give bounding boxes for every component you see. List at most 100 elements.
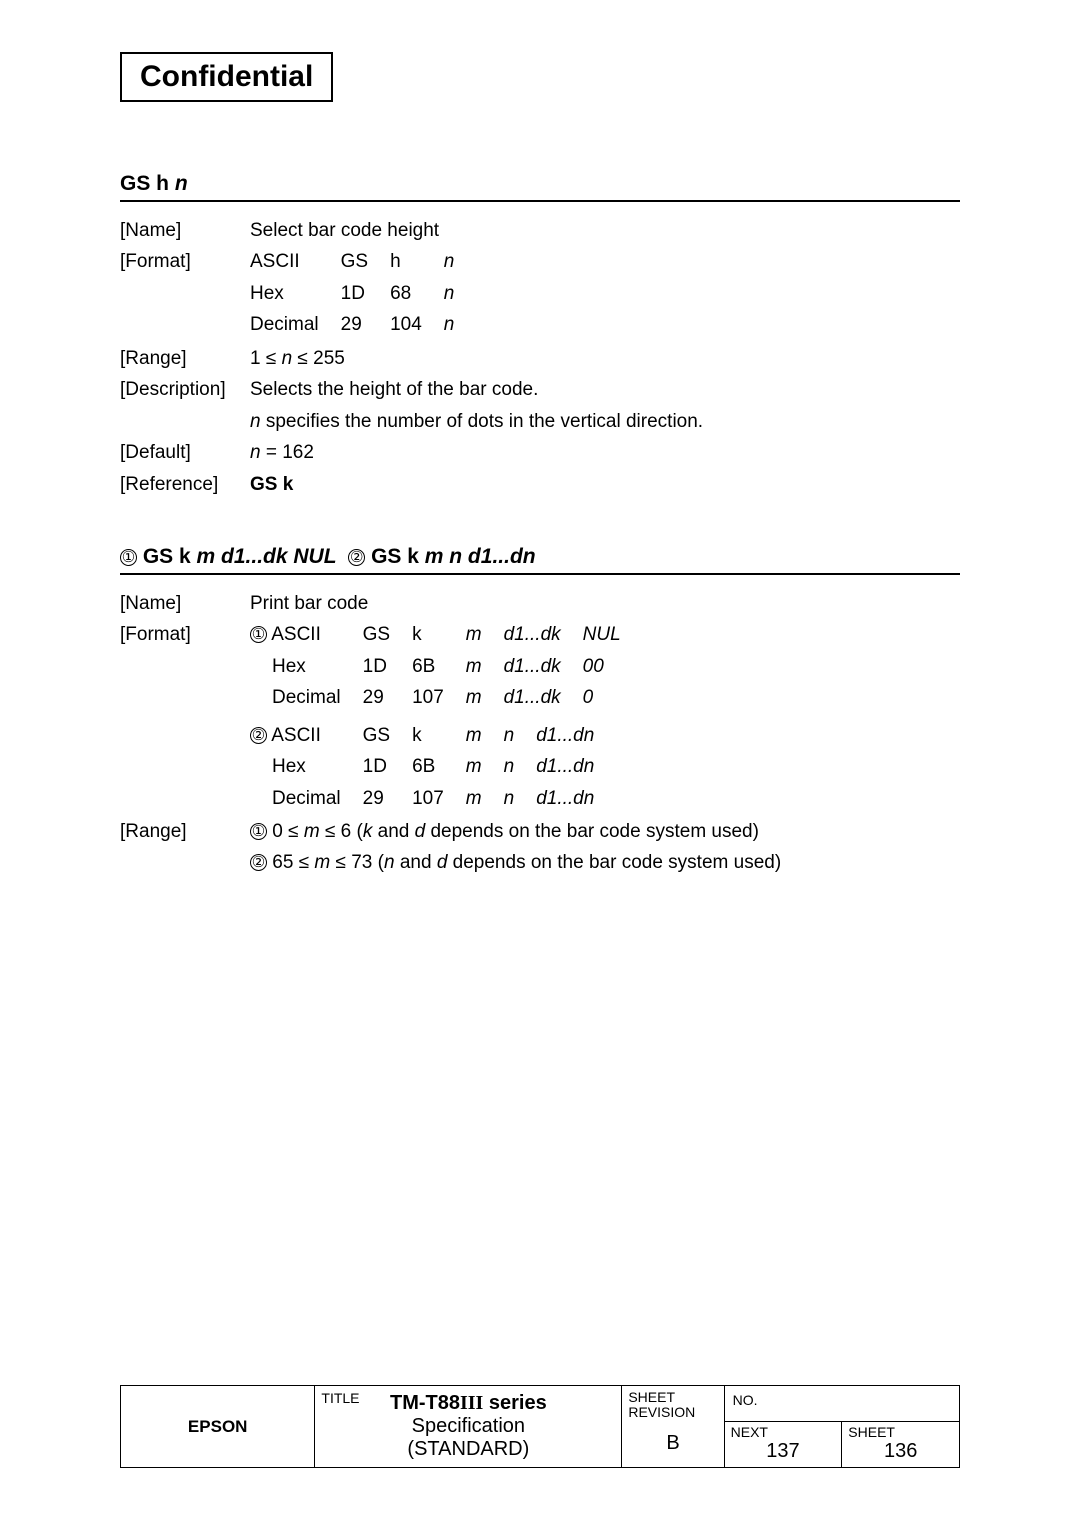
r2-post: depends on the bar code system used) bbox=[447, 852, 781, 873]
confidential-text: Confidential bbox=[140, 60, 313, 93]
no-cell: NO. bbox=[724, 1386, 959, 1422]
fmt-cell: m bbox=[466, 752, 504, 783]
fmt-cell: m bbox=[466, 620, 504, 651]
r2-var: m bbox=[314, 852, 330, 873]
fmt-cell: 00 bbox=[583, 652, 643, 683]
fmt-cell: d1...dk bbox=[504, 683, 583, 714]
fmt-cell: Decimal bbox=[250, 784, 363, 815]
fmt-txt: ASCII bbox=[271, 624, 321, 645]
fmt-cell: 0 bbox=[583, 683, 643, 714]
cmd1-default-value: n = 162 bbox=[250, 438, 960, 467]
spacer bbox=[120, 848, 250, 877]
fmt-cell: 104 bbox=[390, 310, 444, 341]
spacer bbox=[120, 407, 250, 436]
cmd1-desc-value2: n specifies the number of dots in the ve… bbox=[250, 407, 960, 436]
cmd2-format2-table: ② ASCII GS k m n d1...dn Hex 1D 6B m n d… bbox=[250, 721, 616, 815]
r1-var: m bbox=[304, 821, 320, 842]
fmt-cell: NUL bbox=[583, 620, 643, 651]
r2-var3: d bbox=[437, 852, 448, 873]
cmd2-range1: ① 0 ≤ m ≤ 6 (k and d depends on the bar … bbox=[250, 817, 960, 846]
fmt-cell: Decimal bbox=[250, 310, 341, 341]
no-label: NO. bbox=[733, 1392, 758, 1408]
circled-one-icon: ① bbox=[120, 549, 137, 566]
fmt-cell: d1...dn bbox=[536, 721, 616, 752]
cmd1-name-label: [Name] bbox=[120, 216, 250, 245]
title-label: TITLE bbox=[321, 1390, 359, 1406]
range-pre: 1 ≤ bbox=[250, 348, 282, 369]
t1b: III bbox=[460, 1392, 483, 1414]
cmd1-title-prefix: GS h bbox=[120, 172, 175, 195]
desc2-var: n bbox=[250, 411, 261, 432]
fmt-cell: Decimal bbox=[250, 683, 363, 714]
fmt-cell: d1...dn bbox=[536, 752, 616, 783]
fmt-cell: 1D bbox=[363, 752, 412, 783]
fmt-cell: d1...dk bbox=[504, 620, 583, 651]
r1-pre: 0 ≤ bbox=[267, 821, 304, 842]
cmd2-format-label: [Format] bbox=[120, 620, 250, 815]
r2-var2: n bbox=[384, 852, 395, 873]
fmt-cell: Hex bbox=[250, 279, 341, 310]
fmt-cell: 29 bbox=[363, 784, 412, 815]
fmt-cell: n bbox=[504, 784, 537, 815]
next-label: NEXT bbox=[731, 1424, 768, 1440]
fmt-cell: d1...dn bbox=[536, 784, 616, 815]
fmt-cell: ① ASCII bbox=[250, 620, 363, 651]
sheet-rev-label1: SHEET bbox=[628, 1389, 675, 1405]
circled-two-icon: ② bbox=[250, 854, 267, 871]
footer-block: EPSON TITLE TM-T88III series Specificati… bbox=[120, 1385, 960, 1468]
sheet-revision-cell: SHEET REVISION B bbox=[622, 1386, 724, 1468]
cmd2-title-p2a: GS k bbox=[365, 545, 425, 568]
cmd1-range-label: [Range] bbox=[120, 344, 250, 373]
fmt-cell: 29 bbox=[363, 683, 412, 714]
fmt-cell: n bbox=[444, 247, 477, 278]
fmt-cell: k bbox=[412, 721, 466, 752]
cmd1-range-value: 1 ≤ n ≤ 255 bbox=[250, 344, 960, 373]
circled-one-icon: ① bbox=[250, 823, 267, 840]
fmt-cell: Hex bbox=[250, 652, 363, 683]
r1-mid2: and bbox=[372, 821, 414, 842]
fmt-cell: 1D bbox=[363, 652, 412, 683]
range-var: n bbox=[282, 348, 293, 369]
cmd2-format1-table: ① ASCII GS k m d1...dk NUL Hex 1D 6B m d… bbox=[250, 620, 643, 714]
fmt-cell: m bbox=[466, 652, 504, 683]
command-gs-k: ① GS k m d1...dk NUL ② GS k m n d1...dn … bbox=[120, 545, 960, 878]
fmt-cell: 1D bbox=[341, 279, 390, 310]
command-gs-h-n: GS h n [Name] Select bar code height [Fo… bbox=[120, 172, 960, 499]
fmt-cell: h bbox=[390, 247, 444, 278]
r2-mid2: and bbox=[395, 852, 437, 873]
fmt-cell: n bbox=[504, 752, 537, 783]
fmt-cell: 68 bbox=[390, 279, 444, 310]
fmt-cell: 6B bbox=[412, 752, 466, 783]
fmt-cell: n bbox=[444, 310, 477, 341]
footer-title-line1: TM-T88III series bbox=[323, 1392, 613, 1415]
desc2-post: specifies the number of dots in the vert… bbox=[261, 411, 704, 432]
footer-title-line3: (STANDARD) bbox=[323, 1438, 613, 1461]
fmt-cell: m bbox=[466, 721, 504, 752]
fmt-cell: ② ASCII bbox=[250, 721, 363, 752]
fmt-cell: GS bbox=[363, 620, 412, 651]
r1-post: depends on the bar code system used) bbox=[425, 821, 759, 842]
next-cell: NEXT 137 bbox=[724, 1422, 842, 1468]
cmd2-name-label: [Name] bbox=[120, 589, 250, 618]
brand-logo: EPSON bbox=[121, 1386, 315, 1468]
r1-mid: ≤ 6 ( bbox=[320, 821, 363, 842]
fmt-cell: m bbox=[466, 683, 504, 714]
fmt-cell: 29 bbox=[341, 310, 390, 341]
cmd2-name-value: Print bar code bbox=[250, 589, 960, 618]
cmd2-range2: ② 65 ≤ m ≤ 73 (n and d depends on the ba… bbox=[250, 848, 960, 877]
footer-table: EPSON TITLE TM-T88III series Specificati… bbox=[120, 1385, 960, 1468]
r1-var3: d bbox=[415, 821, 426, 842]
cmd1-ref-label: [Reference] bbox=[120, 470, 250, 499]
t1a: TM-T88 bbox=[390, 1392, 460, 1414]
cmd1-format-table: ASCII GS h n Hex 1D 68 n Decimal 29 bbox=[250, 247, 476, 341]
sheet-cell: SHEET 136 bbox=[842, 1422, 960, 1468]
cmd1-format-label: [Format] bbox=[120, 247, 250, 341]
fmt-cell: 107 bbox=[412, 784, 466, 815]
fmt-txt: ASCII bbox=[271, 725, 321, 746]
circled-one-icon: ① bbox=[250, 626, 267, 643]
cmd2-title: ① GS k m d1...dk NUL ② GS k m n d1...dn bbox=[120, 545, 960, 575]
confidential-box: Confidential bbox=[120, 52, 333, 102]
fmt-cell: GS bbox=[341, 247, 390, 278]
r2-mid: ≤ 73 ( bbox=[330, 852, 384, 873]
fmt-cell: GS bbox=[363, 721, 412, 752]
